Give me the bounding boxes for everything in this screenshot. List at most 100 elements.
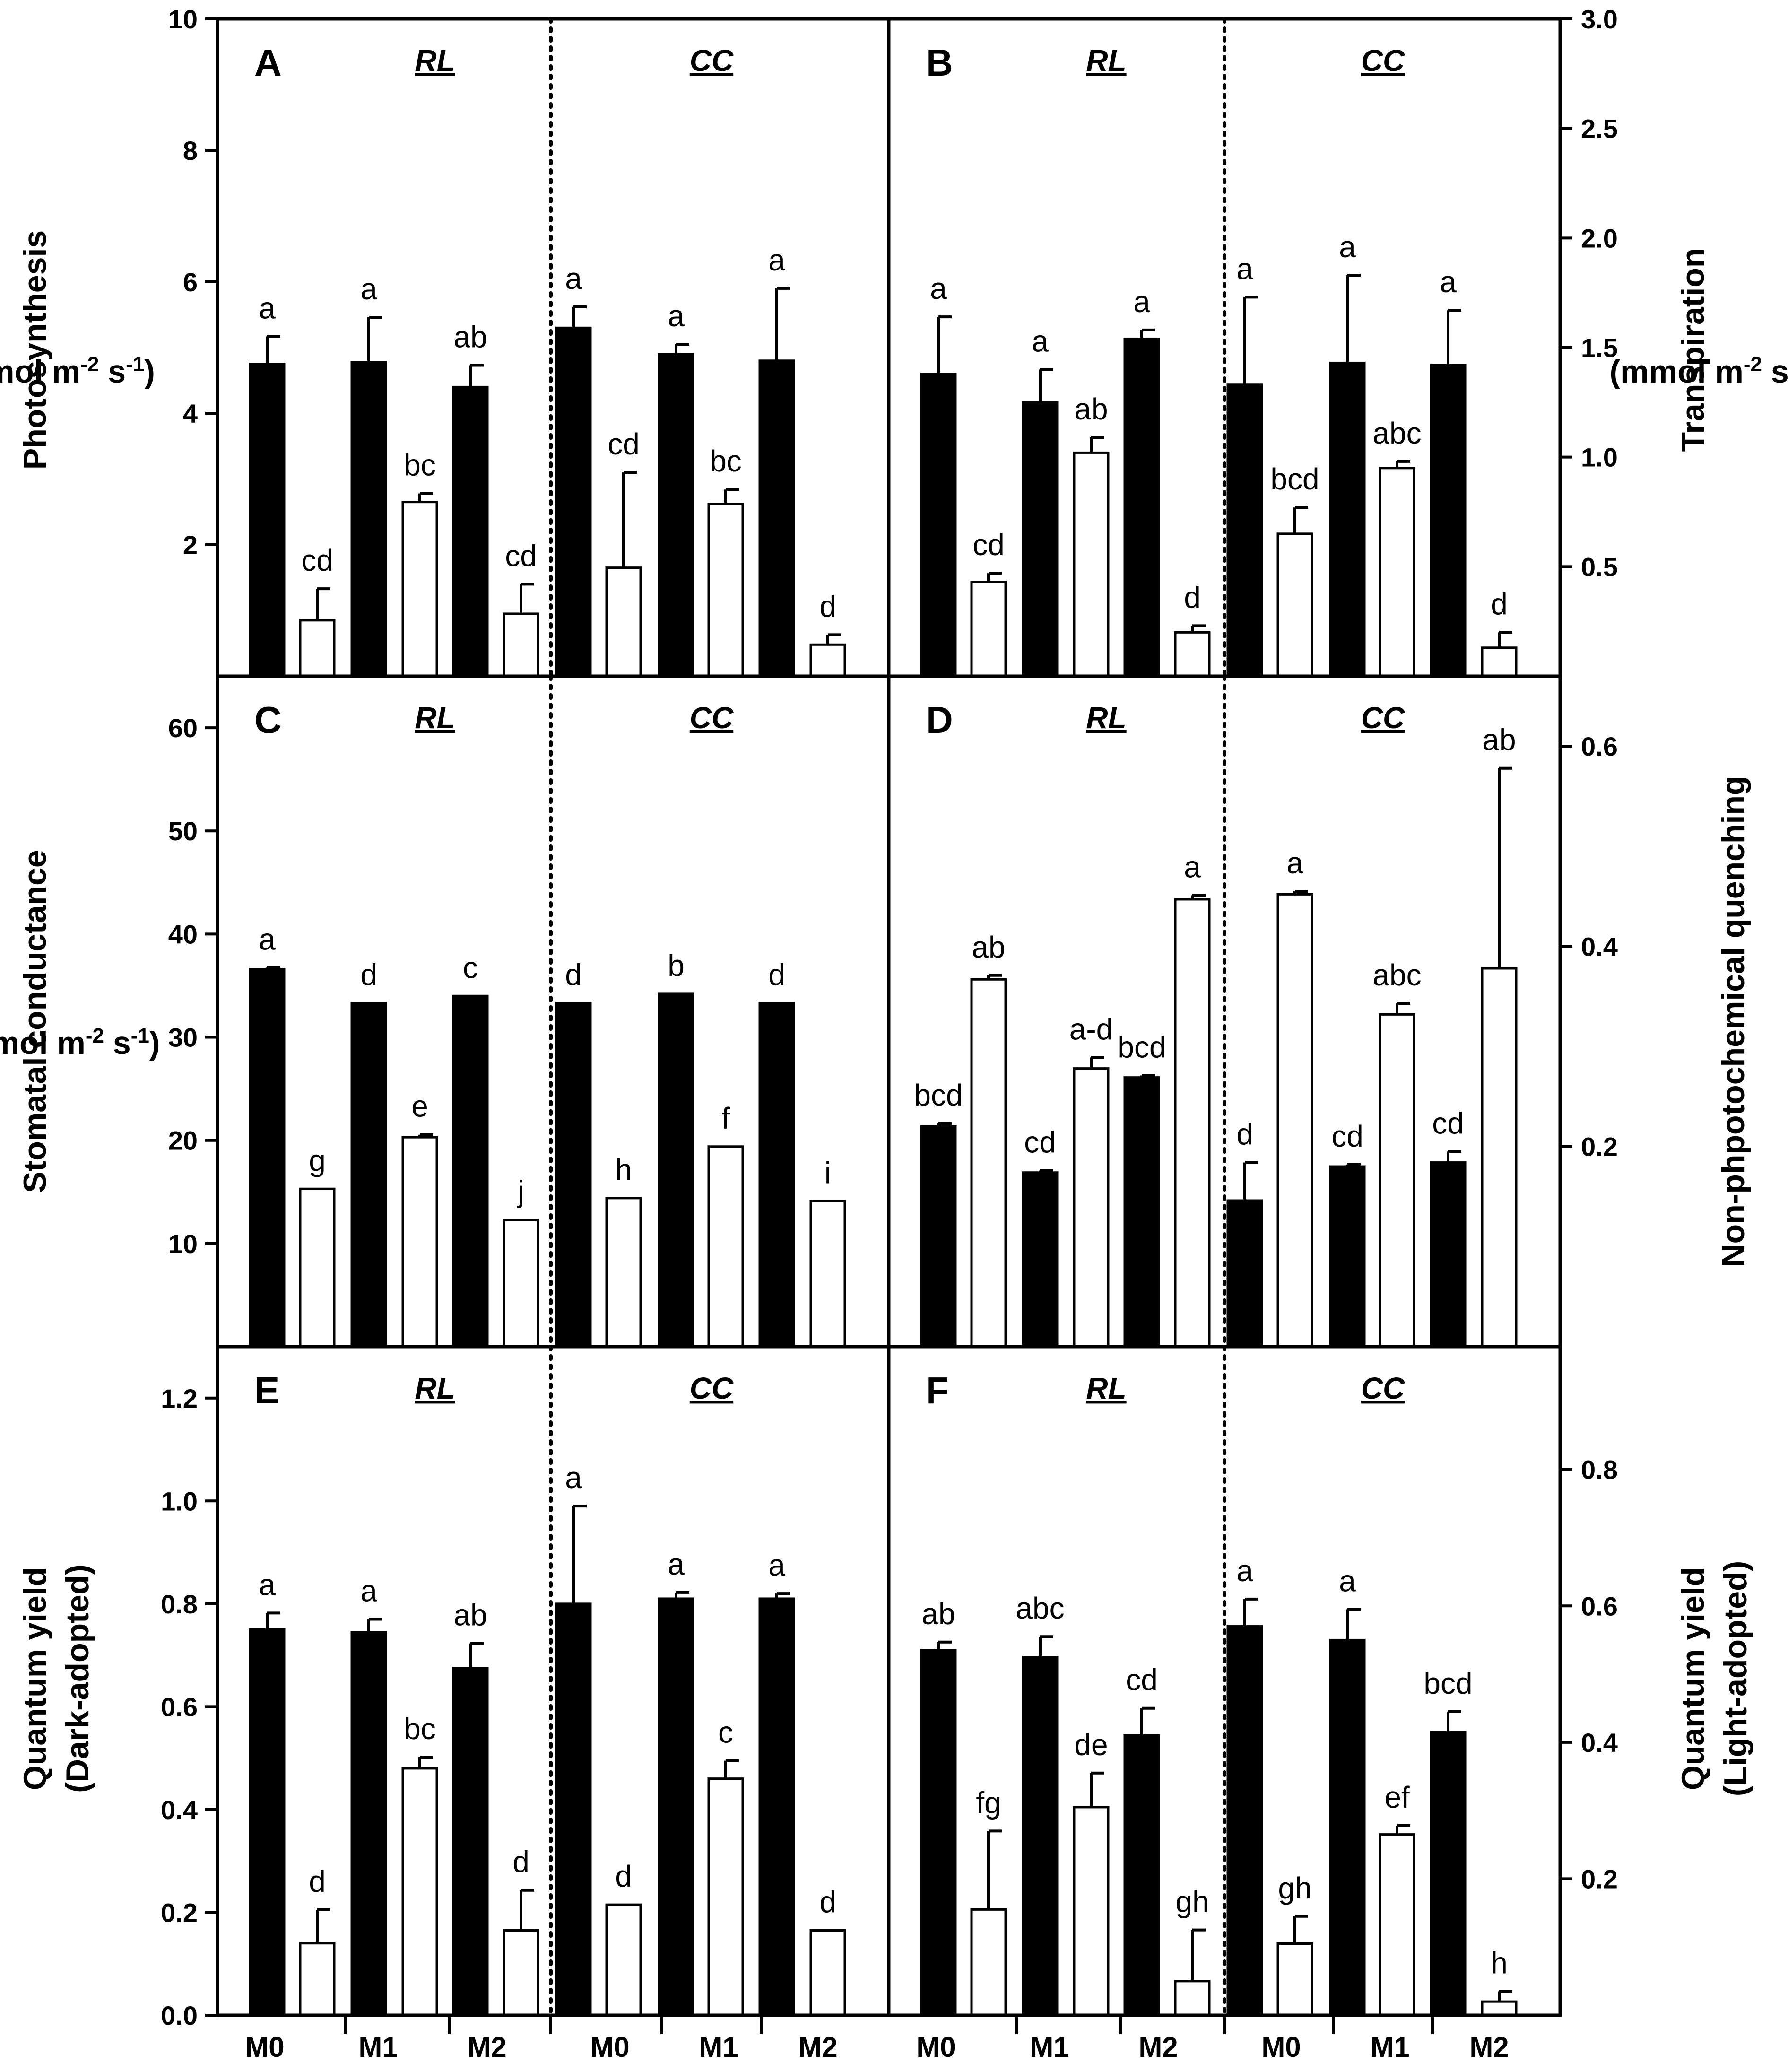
significance-letter: a bbox=[360, 272, 377, 306]
group-label-rl: RL bbox=[1086, 44, 1126, 78]
category-label: M2 bbox=[798, 2031, 837, 2063]
bar-f-11 bbox=[1430, 1731, 1467, 2017]
significance-letter: d bbox=[512, 1845, 529, 1879]
title-segment: -1 bbox=[126, 353, 144, 376]
bar-b-1 bbox=[920, 373, 957, 678]
significance-letter: c bbox=[718, 1715, 733, 1750]
significance-letter: a-d bbox=[1069, 1012, 1113, 1046]
significance-letter: gh bbox=[1175, 1885, 1209, 1919]
significance-letter: j bbox=[517, 1175, 524, 1209]
significance-letter: ab bbox=[453, 1598, 487, 1632]
significance-letter: a bbox=[360, 1574, 377, 1608]
significance-letter: d bbox=[1236, 1117, 1253, 1151]
bar-a-6 bbox=[503, 612, 539, 678]
bar-d-12 bbox=[1481, 967, 1518, 1348]
group-label-cc: CC bbox=[690, 701, 734, 735]
bar-c-10 bbox=[707, 1145, 744, 1348]
group-label-cc: CC bbox=[1361, 701, 1405, 735]
bar-a-3 bbox=[350, 361, 387, 678]
y-title-a-line: Photosynthesis bbox=[17, 230, 53, 470]
significance-letter: a bbox=[1032, 324, 1049, 358]
group-label-cc: CC bbox=[690, 1371, 734, 1405]
y-title-a-line: (µmol m-2 s-1) bbox=[0, 353, 155, 390]
bar-a-8 bbox=[605, 566, 642, 678]
bar-d-5 bbox=[1123, 1076, 1160, 1348]
bar-f-7 bbox=[1226, 1625, 1263, 2017]
y-tick-label: 0.4 bbox=[1581, 1728, 1618, 1758]
panel-letter: F bbox=[926, 1369, 949, 1411]
bar-c-5 bbox=[452, 994, 489, 1348]
category-label: M0 bbox=[1261, 2031, 1301, 2063]
y-tick-label: 2 bbox=[183, 530, 198, 560]
significance-letter: cd bbox=[1024, 1125, 1056, 1159]
significance-letter: a bbox=[668, 1547, 685, 1581]
y-title-b-line: Transpiration bbox=[1675, 248, 1711, 452]
panel-letter: A bbox=[254, 42, 282, 84]
y-title-c-line: Stomatal conductance bbox=[17, 850, 53, 1193]
significance-letter: ab bbox=[972, 930, 1005, 964]
y-title-e-line: Quantum yield bbox=[17, 1567, 53, 1790]
y-tick-label: 4 bbox=[183, 399, 198, 428]
significance-letter: a bbox=[259, 291, 276, 325]
group-label-cc: CC bbox=[690, 44, 734, 78]
y-tick-label: 8 bbox=[183, 136, 198, 165]
bar-f-4 bbox=[1073, 1806, 1110, 2017]
bar-d-11 bbox=[1430, 1161, 1467, 1348]
bar-b-10 bbox=[1379, 467, 1415, 678]
y-tick-label: 0.0 bbox=[161, 2001, 198, 2030]
title-segment: s bbox=[104, 1025, 131, 1061]
bar-f-9 bbox=[1329, 1638, 1366, 2017]
y-title-a: Photosynthesis bbox=[17, 230, 53, 470]
significance-letter: cd bbox=[301, 543, 333, 577]
bar-d-1 bbox=[920, 1125, 957, 1348]
bar-a-2 bbox=[299, 619, 336, 678]
y-title-d-line: Non-phpotochemical quenching bbox=[1715, 776, 1751, 1267]
bar-b-9 bbox=[1329, 361, 1366, 678]
bar-e-5 bbox=[452, 1667, 489, 2017]
group-label-rl: RL bbox=[415, 701, 455, 735]
title-segment: s bbox=[1762, 354, 1788, 390]
significance-letter: e bbox=[411, 1089, 428, 1123]
title-segment: ) bbox=[144, 354, 155, 390]
bar-b-3 bbox=[1022, 401, 1059, 678]
y-title-c: Stomatal conductance bbox=[17, 850, 53, 1193]
significance-letter: fg bbox=[976, 1785, 1001, 1820]
y-tick-label: 6 bbox=[183, 267, 198, 297]
significance-letter: abc bbox=[1372, 416, 1421, 450]
significance-letter: a bbox=[565, 261, 582, 296]
bar-e-3 bbox=[350, 1631, 387, 2017]
title-segment: (mmol m bbox=[0, 1025, 86, 1061]
bar-c-12 bbox=[809, 1200, 846, 1348]
bar-b-2 bbox=[970, 581, 1007, 678]
y-tick-label: 50 bbox=[168, 816, 198, 846]
significance-letter: abc bbox=[1372, 958, 1421, 992]
significance-letter: cd bbox=[608, 427, 640, 461]
y-tick-label: 0.4 bbox=[161, 1795, 198, 1825]
bar-b-6 bbox=[1174, 631, 1211, 678]
significance-letter: cd bbox=[505, 539, 537, 573]
significance-letter: bcd bbox=[1117, 1030, 1166, 1064]
significance-letter: ab bbox=[453, 320, 487, 354]
bar-c-4 bbox=[401, 1136, 438, 1348]
title-segment: -2 bbox=[86, 1024, 104, 1047]
y-tick-label: 1.0 bbox=[1581, 443, 1618, 472]
bar-a-1 bbox=[249, 363, 286, 678]
bar-c-2 bbox=[299, 1187, 336, 1348]
bar-a-4 bbox=[401, 501, 438, 678]
bar-a-9 bbox=[658, 353, 694, 678]
significance-letter: a bbox=[930, 271, 947, 305]
significance-letter: a bbox=[259, 922, 276, 956]
significance-letter: g bbox=[309, 1143, 326, 1177]
bar-e-6 bbox=[503, 1929, 539, 2017]
significance-letter: bcd bbox=[1423, 1666, 1472, 1700]
category-label: M2 bbox=[467, 2031, 506, 2063]
category-label: M0 bbox=[245, 2031, 284, 2063]
bar-a-12 bbox=[809, 643, 846, 678]
y-tick-label: 0.5 bbox=[1581, 552, 1618, 582]
significance-letter: c bbox=[463, 950, 478, 984]
significance-letter: ab bbox=[1074, 392, 1108, 426]
bar-f-10 bbox=[1379, 1833, 1415, 2017]
y-title-e-line: (Dark-adopted) bbox=[60, 1564, 95, 1793]
significance-letter: b bbox=[668, 949, 685, 983]
category-label: M2 bbox=[1469, 2031, 1509, 2063]
